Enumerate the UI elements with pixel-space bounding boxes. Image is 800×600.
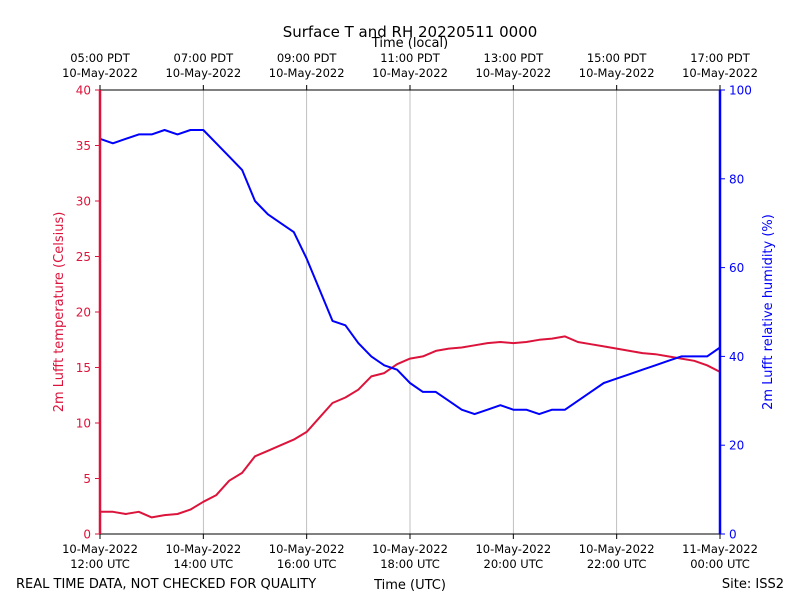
left-tick-label: 10 [76, 417, 91, 431]
top-tick-date: 10-May-2022 [475, 66, 551, 80]
bottom-tick-time: 18:00 UTC [380, 557, 440, 571]
bottom-tick-time: 00:00 UTC [690, 557, 750, 571]
humidity-series-line [99, 129, 721, 416]
bottom-tick-date: 10-May-2022 [165, 542, 241, 556]
left-axis-label: 2m Lufft temperature (Celsius) [52, 212, 67, 413]
left-tick-label: 25 [76, 250, 91, 264]
right-tick-label: 60 [729, 261, 744, 275]
quality-note: REAL TIME DATA, NOT CHECKED FOR QUALITY [16, 577, 316, 592]
bottom-tick-date: 10-May-2022 [475, 542, 551, 556]
right-axis-label: 2m Lufft relative humidity (%) [761, 214, 776, 410]
top-tick-date: 10-May-2022 [372, 66, 448, 80]
right-tick-label: 100 [729, 84, 752, 98]
top-tick-time: 15:00 PDT [587, 51, 648, 65]
right-tick-label: 20 [729, 439, 744, 453]
left-tick-label: 35 [76, 139, 91, 153]
right-tick-label: 40 [729, 350, 744, 364]
top-tick-date: 10-May-2022 [579, 66, 655, 80]
left-tick-label: 0 [83, 528, 91, 542]
left-tick-label: 20 [76, 306, 91, 320]
top-tick-time: 13:00 PDT [484, 51, 545, 65]
top-tick-time: 05:00 PDT [70, 51, 131, 65]
bottom-axis-label: Time (UTC) [373, 578, 446, 593]
left-tick-label: 40 [76, 84, 91, 98]
top-tick-time: 09:00 PDT [277, 51, 338, 65]
top-tick-time: 11:00 PDT [380, 51, 441, 65]
left-tick-label: 30 [76, 195, 91, 209]
right-tick-label: 0 [729, 528, 737, 542]
right-axis-ticks: 0 20 40 60 80 100 [720, 84, 752, 542]
bottom-tick-date: 11-May-2022 [682, 542, 758, 556]
bottom-tick-date: 10-May-2022 [372, 542, 448, 556]
top-tick-time: 17:00 PDT [690, 51, 751, 65]
top-tick-date: 10-May-2022 [269, 66, 345, 80]
top-tick-date: 10-May-2022 [62, 66, 138, 80]
chart-title: Surface T and RH 20220511 0000 [283, 23, 538, 41]
left-axis-ticks: 0 5 10 15 20 25 30 35 40 [76, 84, 100, 542]
site-label: Site: ISS2 [722, 577, 784, 592]
bottom-tick-date: 10-May-2022 [579, 542, 655, 556]
series-group [99, 129, 721, 519]
left-tick-label: 5 [83, 472, 91, 486]
temperature-series-line [100, 335, 721, 519]
bottom-tick-time: 12:00 UTC [70, 557, 130, 571]
bottom-tick-date: 10-May-2022 [62, 542, 138, 556]
top-tick-time: 07:00 PDT [174, 51, 235, 65]
bottom-tick-date: 10-May-2022 [269, 542, 345, 556]
bottom-tick-time: 14:00 UTC [174, 557, 234, 571]
top-tick-date: 10-May-2022 [165, 66, 241, 80]
bottom-tick-time: 16:00 UTC [277, 557, 337, 571]
bottom-tick-time: 22:00 UTC [587, 557, 647, 571]
top-axis-title: Time (local) [371, 36, 448, 51]
right-tick-label: 80 [729, 172, 744, 186]
top-tick-date: 10-May-2022 [682, 66, 758, 80]
left-tick-label: 15 [76, 361, 91, 375]
vertical-gridlines [202, 90, 618, 534]
bottom-tick-time: 20:00 UTC [484, 557, 544, 571]
